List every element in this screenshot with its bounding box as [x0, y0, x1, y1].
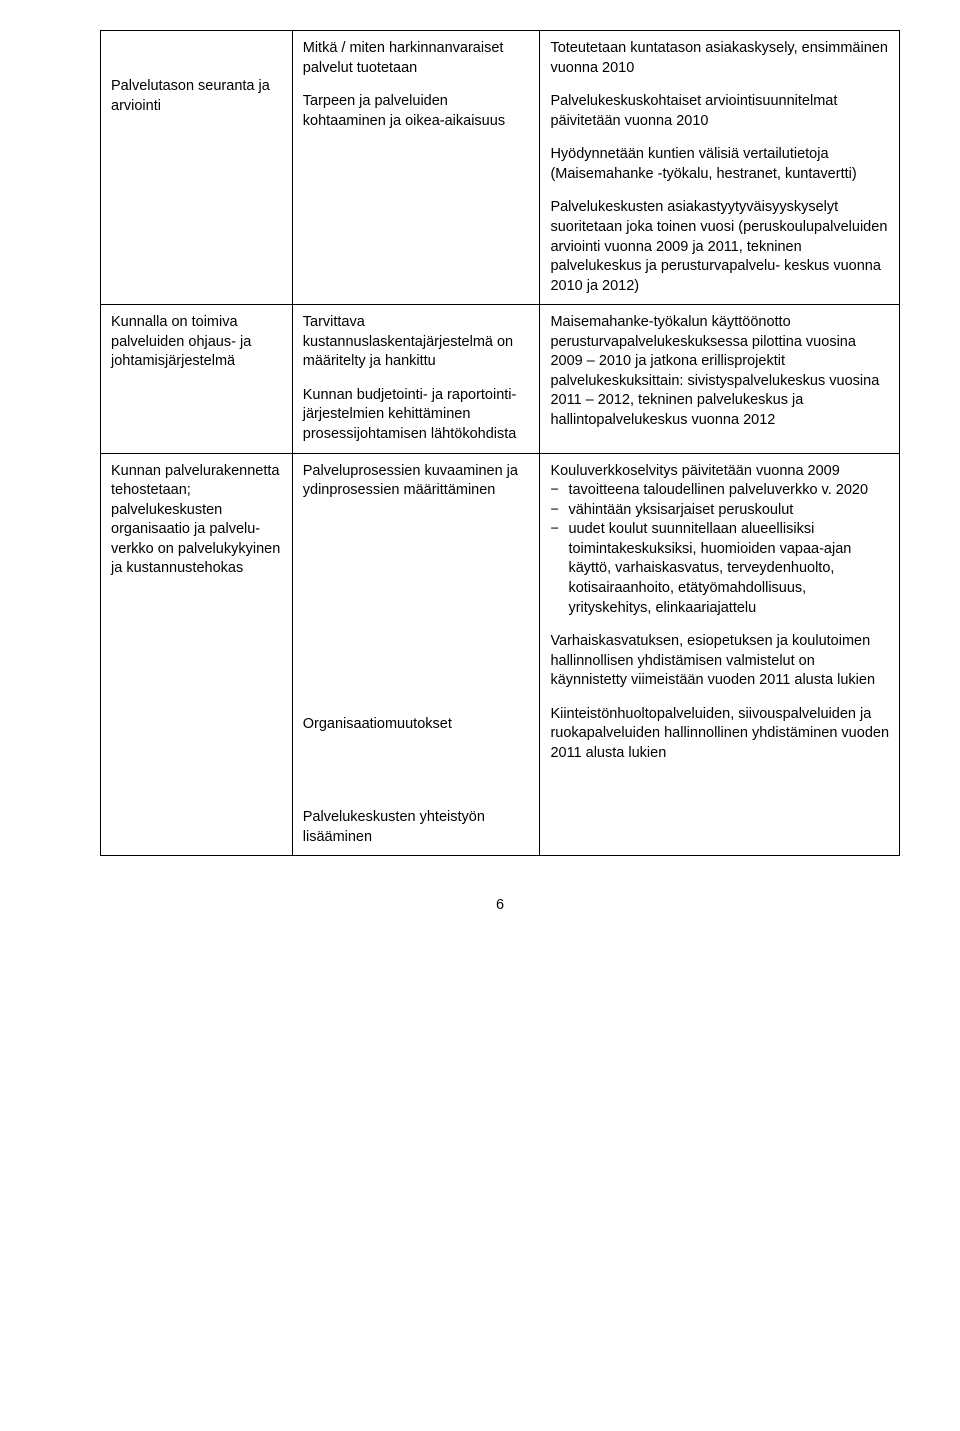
cell-text: Tarvittava kustannuslaskentajärjestelmä … — [303, 313, 530, 372]
cell-text: Organisaatiomuutokset — [303, 715, 530, 735]
cell-text: Hyödynnetään kuntien välisiä vertailutie… — [550, 145, 889, 184]
cell-r2c3: Maisemahanke-työkalun käyttöönotto perus… — [540, 305, 900, 453]
cell-text: Kiinteistönhuoltopalveluiden, siivouspal… — [550, 705, 889, 764]
cell-text: Kunnan palvelurakennetta tehostetaan; pa… — [111, 462, 282, 579]
cell-text: Tarpeen ja palveluiden kohtaaminen ja oi… — [303, 92, 530, 131]
list-item: uudet koulut suunnitellaan alueellisiksi… — [550, 520, 889, 618]
bullet-list: tavoitteena taloudellinen palveluverkko … — [550, 481, 889, 618]
cell-r1c2: Mitkä / miten harkinnanvaraiset palvelut… — [292, 31, 540, 305]
table-row: Kunnan palvelurakennetta tehostetaan; pa… — [101, 453, 900, 856]
cell-text: Mitkä / miten harkinnanvaraiset palvelut… — [303, 39, 530, 78]
cell-text: Palvelukeskusten asiakastyytyväisyyskyse… — [550, 198, 889, 296]
table-row: Kunnalla on toimiva palveluiden ohjaus- … — [101, 305, 900, 453]
cell-text: Kunnan budjetointi- ja raportointi- järj… — [303, 386, 530, 445]
table-row: Palvelutason seuranta ja arviointi Mitkä… — [101, 31, 900, 305]
page-number: 6 — [100, 896, 900, 916]
spacer — [303, 748, 530, 808]
cell-r3c3: Kouluverkkoselvitys päivitetään vuonna 2… — [540, 453, 900, 856]
cell-text: Palvelukeskusten yhteistyön lisääminen — [303, 808, 530, 847]
content-table: Palvelutason seuranta ja arviointi Mitkä… — [100, 30, 900, 856]
cell-text: Kunnalla on toimiva palveluiden ohjaus- … — [111, 313, 282, 372]
list-item: vähintään yksisarjaiset peruskoulut — [550, 501, 889, 521]
cell-text: Maisemahanke-työkalun käyttöönotto perus… — [550, 313, 889, 430]
cell-text: Palvelutason seuranta ja arviointi — [111, 77, 282, 116]
cell-text: Varhaiskasvatuksen, esiopetuksen ja koul… — [550, 632, 889, 691]
cell-r3c2: Palveluprosessien kuvaaminen ja ydinpros… — [292, 453, 540, 856]
cell-r3c1: Kunnan palvelurakennetta tehostetaan; pa… — [101, 453, 293, 856]
document-page: Palvelutason seuranta ja arviointi Mitkä… — [0, 0, 960, 956]
cell-r1c3: Toteutetaan kuntatason asiakaskysely, en… — [540, 31, 900, 305]
list-item: tavoitteena taloudellinen palveluverkko … — [550, 481, 889, 501]
cell-text: Kouluverkkoselvitys päivitetään vuonna 2… — [550, 462, 889, 482]
cell-text: Toteutetaan kuntatason asiakaskysely, en… — [550, 39, 889, 78]
cell-r1c1: Palvelutason seuranta ja arviointi — [101, 31, 293, 305]
cell-text: Palvelukeskuskohtaiset arviointisuunnite… — [550, 92, 889, 131]
cell-text: Palveluprosessien kuvaaminen ja — [303, 462, 530, 482]
cell-r2c1: Kunnalla on toimiva palveluiden ohjaus- … — [101, 305, 293, 453]
cell-r2c2: Tarvittava kustannuslaskentajärjestelmä … — [292, 305, 540, 453]
cell-text: ydinprosessien määrittäminen — [303, 481, 530, 501]
spacer — [303, 515, 530, 715]
